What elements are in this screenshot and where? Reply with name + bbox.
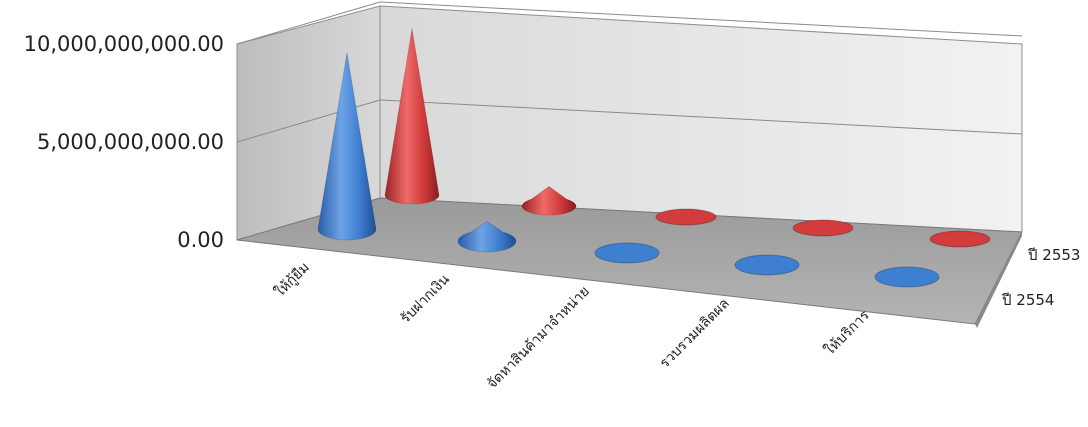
y-tick-label: 5,000,000,000.00 [37, 130, 224, 154]
y-tick-label: 0.00 [177, 228, 224, 252]
gridlines [236, 1, 1023, 143]
back-wall [379, 5, 1023, 233]
cone-base [734, 254, 800, 276]
cone-base [929, 230, 991, 248]
cone-series-2553 [792, 219, 854, 237]
cone-body [384, 28, 440, 205]
x-tick-label: ให้กู้ยืม [271, 259, 313, 301]
gridline [236, 1, 1023, 45]
series-axis-label: ปี 2554 [1001, 291, 1054, 309]
cone-series-2553 [929, 230, 991, 248]
cone-body [317, 52, 377, 241]
y-tick-label: 10,000,000,000.00 [24, 32, 224, 56]
cone-base [874, 266, 940, 288]
cone-series-2553 [655, 208, 717, 226]
cone-base [594, 242, 660, 264]
cone-series-2554 [734, 254, 800, 276]
x-tick-label: รับฝากเงิน [398, 271, 454, 327]
cone-body [457, 220, 517, 253]
cone-base [655, 208, 717, 226]
gridline [236, 99, 1023, 143]
floor-edge [975, 232, 1022, 328]
cone-series-2554 [594, 242, 660, 264]
cone-series-2553 [384, 28, 440, 205]
series-axis-labels: ปี 2554 ปี 2553 [1001, 246, 1080, 309]
cone-series [317, 28, 991, 288]
series-axis-label: ปี 2553 [1027, 246, 1080, 264]
x-tick-label: จัดหาสินค้ามาจำหน่าย [484, 284, 593, 393]
y-axis-ticks: 0.00 5,000,000,000.00 10,000,000,000.00 [24, 32, 224, 252]
cone-base [792, 219, 854, 237]
cone-series-2553 [521, 185, 577, 216]
x-tick-label: รวบรวมผลิตผล [657, 296, 733, 372]
cone-series-2554 [457, 220, 517, 253]
cone-series-2554 [317, 52, 377, 241]
cone-series-2554 [874, 266, 940, 288]
x-tick-label: ให้บริการ [821, 306, 873, 358]
cone-body [521, 185, 577, 216]
